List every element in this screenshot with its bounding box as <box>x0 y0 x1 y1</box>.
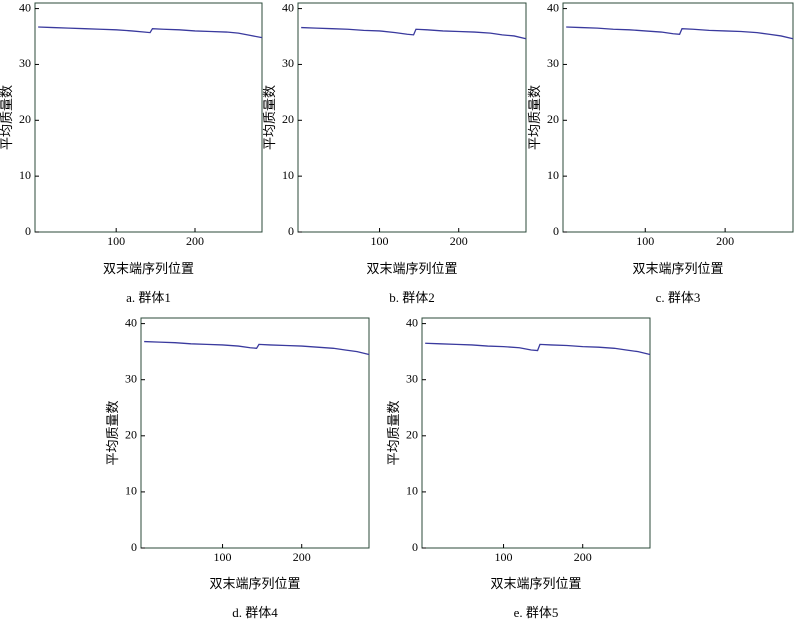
data-line <box>144 340 370 356</box>
x-tick-label: 200 <box>450 234 468 248</box>
y-tick-label: 0 <box>412 540 418 554</box>
caption: c. 群体3 <box>656 290 701 305</box>
x-axis-label: 双末端序列位置 <box>103 261 194 276</box>
x-tick-label: 200 <box>716 234 734 248</box>
y-tick-label: 20 <box>547 112 559 126</box>
y-tick-label: 40 <box>125 315 137 329</box>
data-line <box>301 26 527 40</box>
y-tick-label: 20 <box>125 428 137 442</box>
data-line <box>38 26 263 39</box>
y-tick-label: 40 <box>406 315 418 329</box>
y-tick-label: 30 <box>125 371 137 385</box>
y-tick-label: 20 <box>19 112 31 126</box>
x-tick-label: 100 <box>371 234 389 248</box>
x-tick-label: 100 <box>636 234 654 248</box>
y-tick-label: 20 <box>406 428 418 442</box>
y-tick-label: 20 <box>282 112 294 126</box>
y-tick-label: 30 <box>547 56 559 70</box>
y-tick-label: 10 <box>282 168 294 182</box>
y-tick-label: 10 <box>406 484 418 498</box>
x-axis-label: 双末端序列位置 <box>632 261 723 276</box>
y-tick-label: 10 <box>19 168 31 182</box>
x-axis-label: 双末端序列位置 <box>366 261 457 276</box>
y-tick-label: 0 <box>553 224 559 238</box>
y-tick-label: 30 <box>19 56 31 70</box>
y-tick-label: 10 <box>125 484 137 498</box>
y-tick-label: 30 <box>282 56 294 70</box>
plot-frame <box>140 317 370 549</box>
y-axis-label: 平均质量数 <box>262 85 277 150</box>
x-tick-label: 200 <box>186 234 204 248</box>
y-tick-label: 40 <box>282 0 294 14</box>
caption: a. 群体1 <box>126 290 171 305</box>
plot-frame <box>562 2 794 233</box>
x-tick-label: 200 <box>293 550 311 564</box>
x-axis-label: 双末端序列位置 <box>490 576 581 591</box>
caption: b. 群体2 <box>389 290 435 305</box>
y-tick-label: 0 <box>288 224 294 238</box>
plot-frame <box>297 2 527 233</box>
x-axis-label: 双末端序列位置 <box>209 576 300 591</box>
data-line <box>566 26 794 40</box>
y-axis-label: 平均质量数 <box>105 400 120 465</box>
plot-frame <box>34 2 263 233</box>
plot-frame <box>421 317 651 549</box>
y-axis-label: 平均质量数 <box>386 400 401 465</box>
y-tick-label: 0 <box>25 224 31 238</box>
x-tick-label: 200 <box>574 550 592 564</box>
y-axis-label: 平均质量数 <box>0 85 14 150</box>
y-axis-label: 平均质量数 <box>527 85 542 150</box>
x-tick-label: 100 <box>107 234 125 248</box>
y-tick-label: 40 <box>547 0 559 14</box>
y-tick-label: 30 <box>406 371 418 385</box>
x-tick-label: 100 <box>495 550 513 564</box>
data-line <box>425 342 651 356</box>
caption: e. 群体5 <box>514 605 559 620</box>
caption: d. 群体4 <box>232 605 278 620</box>
y-tick-label: 0 <box>131 540 137 554</box>
y-tick-label: 10 <box>547 168 559 182</box>
x-tick-label: 100 <box>214 550 232 564</box>
y-tick-label: 40 <box>19 0 31 14</box>
